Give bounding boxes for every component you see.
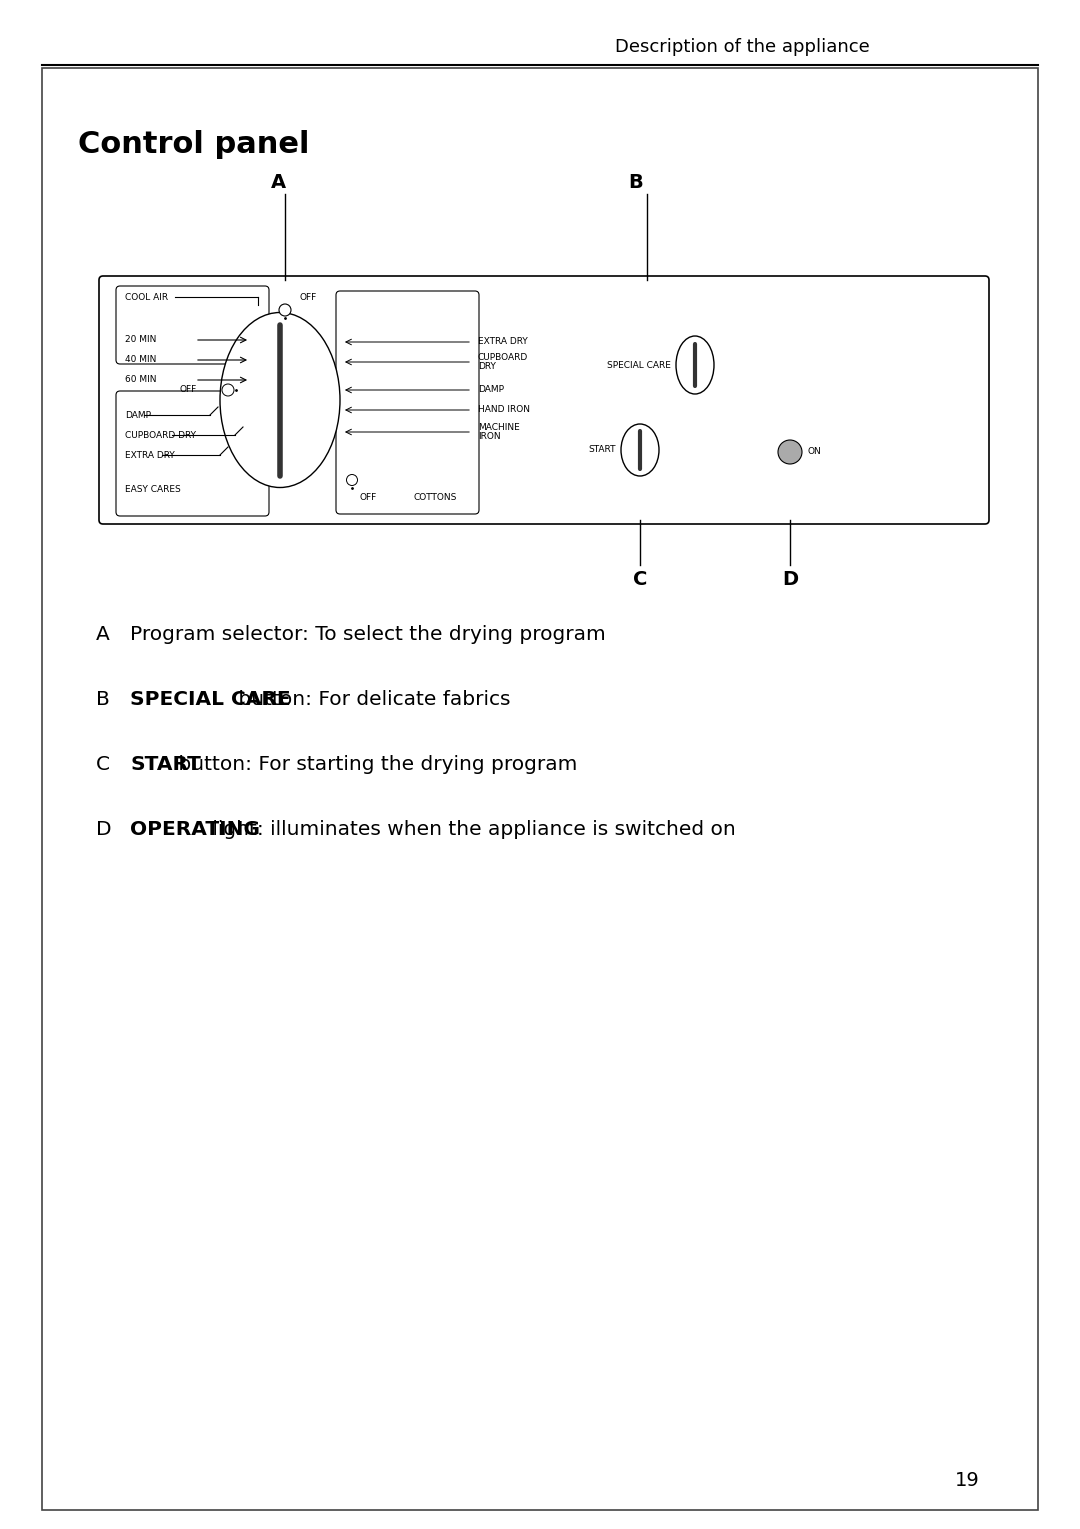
Text: OFF: OFF (360, 492, 377, 502)
Text: START: START (130, 755, 201, 774)
Text: button: For starting the drying program: button: For starting the drying program (173, 755, 578, 774)
Text: EXTRA DRY: EXTRA DRY (125, 451, 175, 460)
Text: C: C (96, 755, 110, 774)
Text: CUPBOARD
DRY: CUPBOARD DRY (478, 353, 528, 372)
Text: D: D (96, 820, 111, 839)
Ellipse shape (676, 336, 714, 394)
Text: OFF: OFF (300, 292, 318, 301)
Text: COOL AIR: COOL AIR (125, 292, 168, 301)
FancyBboxPatch shape (116, 391, 269, 515)
FancyBboxPatch shape (99, 277, 989, 524)
Text: B: B (629, 173, 644, 193)
Text: DAMP: DAMP (125, 410, 151, 419)
Circle shape (279, 304, 291, 317)
Ellipse shape (621, 424, 659, 476)
Text: OPERATING: OPERATING (130, 820, 260, 839)
Text: Program selector: To select the drying program: Program selector: To select the drying p… (130, 625, 606, 644)
Text: SPECIAL CARE: SPECIAL CARE (607, 361, 671, 370)
Circle shape (347, 474, 357, 486)
Text: A: A (96, 625, 110, 644)
Text: HAND IRON: HAND IRON (478, 405, 530, 414)
Text: MACHINE
IRON: MACHINE IRON (478, 422, 519, 442)
Text: 19: 19 (955, 1471, 980, 1489)
Text: Description of the appliance: Description of the appliance (616, 38, 870, 57)
Ellipse shape (220, 312, 340, 488)
Text: CUPBOARD DRY: CUPBOARD DRY (125, 431, 195, 439)
FancyBboxPatch shape (116, 286, 269, 364)
Text: COTTONS: COTTONS (414, 494, 457, 503)
Text: EASY CARES: EASY CARES (125, 486, 180, 494)
Circle shape (778, 440, 802, 463)
Text: DAMP: DAMP (478, 385, 504, 394)
Text: 20 MIN: 20 MIN (125, 335, 157, 344)
FancyBboxPatch shape (336, 291, 480, 514)
Text: 60 MIN: 60 MIN (125, 376, 157, 384)
Text: B: B (96, 690, 110, 709)
Text: D: D (782, 570, 798, 589)
Text: light: illuminates when the appliance is switched on: light: illuminates when the appliance is… (206, 820, 737, 839)
Text: 40 MIN: 40 MIN (125, 356, 157, 364)
Text: Control panel: Control panel (78, 130, 310, 159)
Circle shape (222, 384, 234, 396)
Text: C: C (633, 570, 647, 589)
Text: OFF: OFF (180, 385, 198, 394)
Text: button: For delicate fabrics: button: For delicate fabrics (232, 690, 511, 709)
Text: SPECIAL CARE: SPECIAL CARE (130, 690, 291, 709)
Text: EXTRA DRY: EXTRA DRY (478, 338, 528, 347)
Text: START: START (589, 445, 616, 454)
Text: A: A (270, 173, 285, 193)
Text: ON: ON (807, 448, 821, 457)
